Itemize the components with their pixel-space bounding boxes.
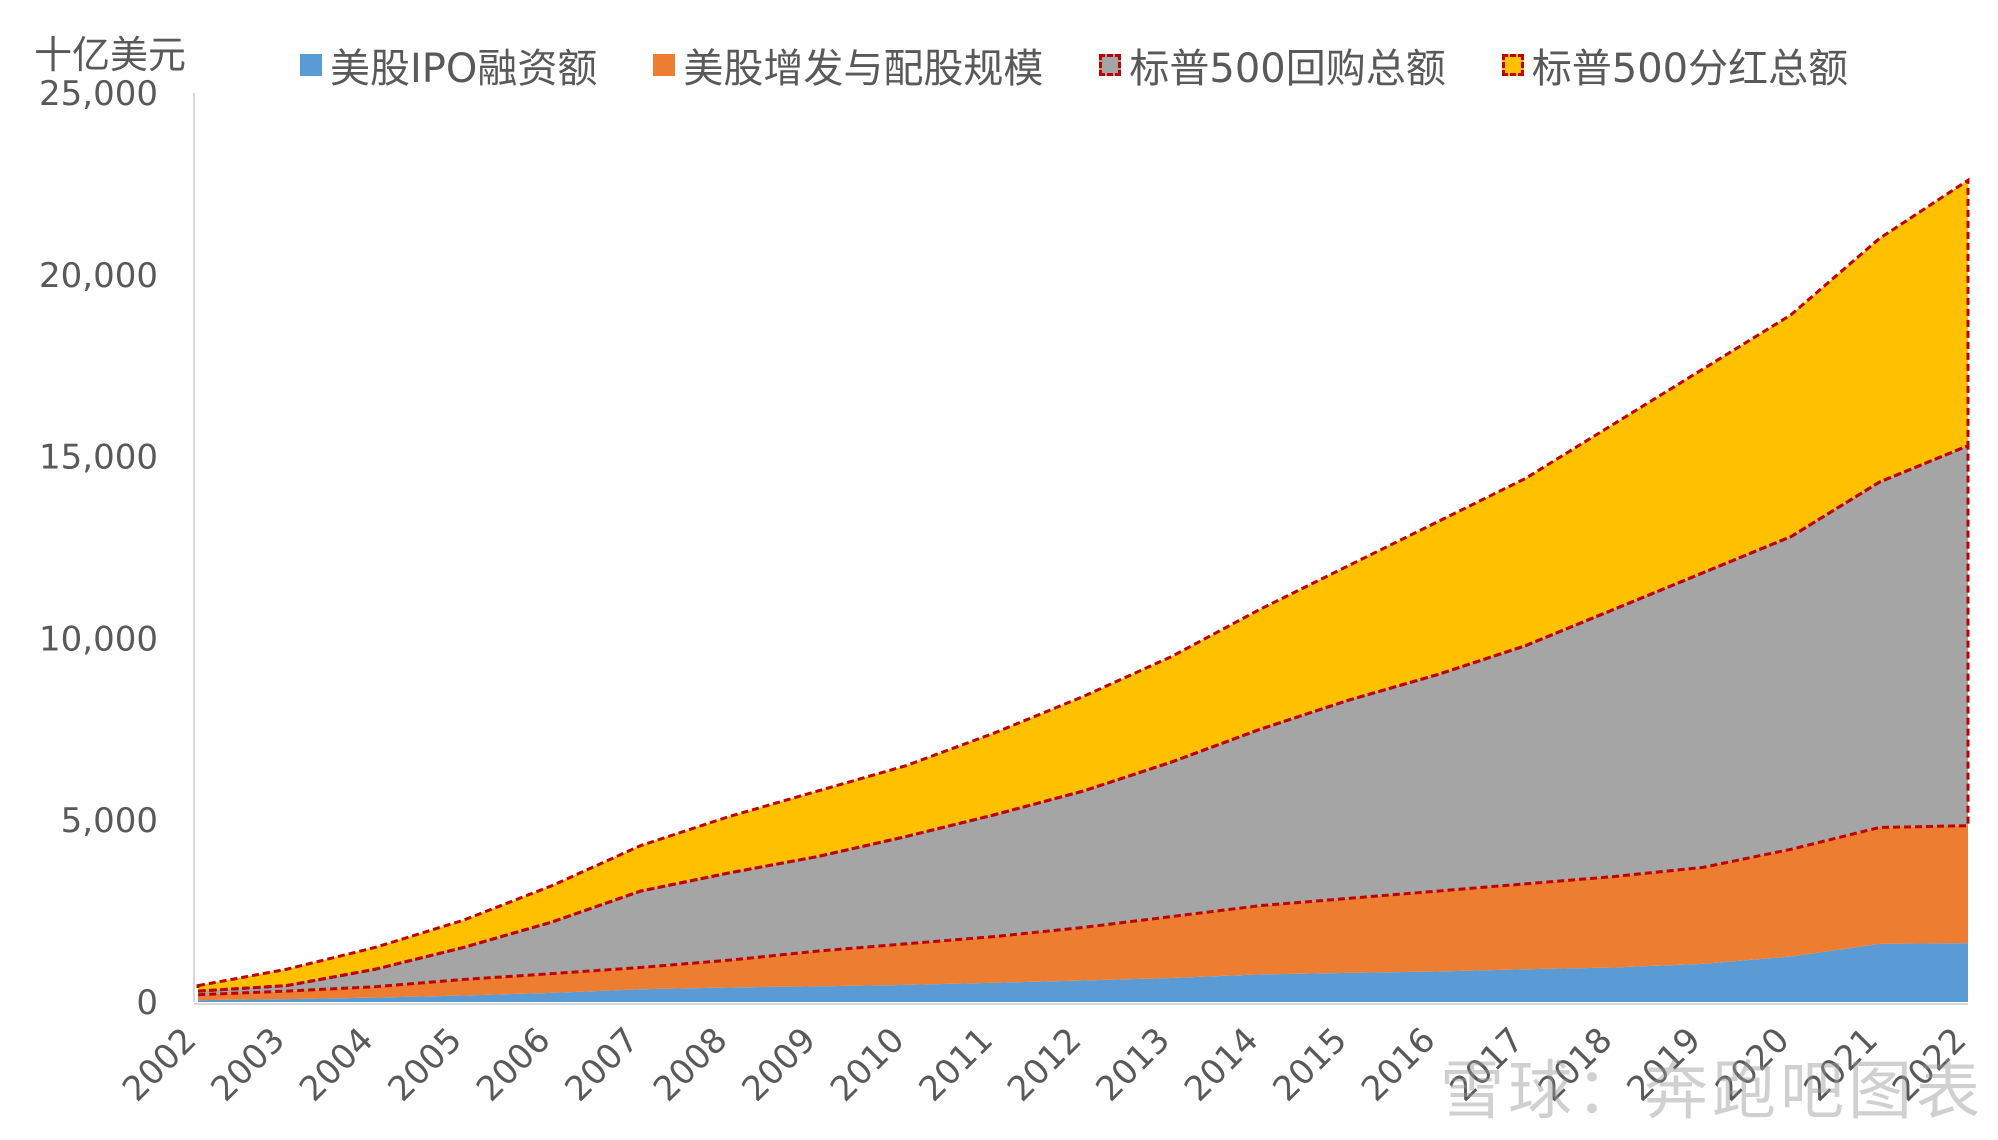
area-3	[198, 180, 1968, 992]
unit-label: 十亿美元	[34, 33, 187, 77]
legend-label: 标普500分红总额	[1531, 46, 1849, 92]
x-tick-label: 2003	[203, 1020, 292, 1109]
x-tick-label: 2006	[469, 1020, 558, 1109]
y-tick-label: 5,000	[61, 801, 158, 841]
legend-swatch	[653, 54, 676, 76]
legend-swatch	[1099, 54, 1122, 76]
x-tick-label: 2009	[734, 1020, 823, 1109]
x-tick-label: 2016	[1354, 1020, 1443, 1109]
x-tick-label: 2012	[1000, 1020, 1089, 1109]
x-tick-label: 2015	[1265, 1020, 1354, 1109]
legend-item: 标普500回购总额	[1099, 36, 1446, 94]
x-tick-label: 2013	[1088, 1020, 1177, 1109]
x-tick-label: 2008	[646, 1020, 735, 1109]
legend: 美股IPO融资额 美股增发与配股规模 标普500回购总额 标普500分红总额	[300, 36, 1848, 94]
x-tick-label: 2002	[115, 1020, 204, 1109]
legend-label: 美股IPO融资额	[330, 46, 598, 92]
x-tick-label: 2014	[1177, 1020, 1266, 1109]
legend-label: 标普500回购总额	[1129, 46, 1446, 92]
outline-3	[196, 177, 1970, 993]
legend-label: 美股增发与配股规模	[683, 46, 1044, 92]
y-tick-label: 0	[136, 983, 158, 1023]
x-tick-label: 2007	[557, 1020, 646, 1109]
watermark: 雪球：奔跑吧图表	[1440, 1055, 1984, 1129]
x-tick-label: 2010	[823, 1020, 912, 1109]
legend-swatch	[1501, 54, 1524, 76]
legend-item: 标普500分红总额	[1501, 36, 1849, 94]
y-tick-label: 20,000	[39, 256, 158, 296]
x-tick-label: 2005	[380, 1020, 469, 1109]
area-2	[198, 445, 1968, 995]
area-0	[198, 943, 1968, 1002]
x-tick-label: 2004	[292, 1020, 381, 1109]
area-1	[198, 825, 1968, 1001]
legend-swatch	[300, 54, 322, 76]
legend-item: 美股增发与配股规模	[653, 36, 1043, 94]
outline-2	[196, 443, 1970, 997]
y-tick-label: 25,000	[39, 74, 158, 114]
y-tick-label: 15,000	[39, 438, 158, 478]
x-tick-label: 2011	[911, 1020, 1000, 1109]
y-tick-label: 10,000	[39, 619, 158, 659]
legend-item: 美股IPO融资额	[300, 36, 597, 94]
